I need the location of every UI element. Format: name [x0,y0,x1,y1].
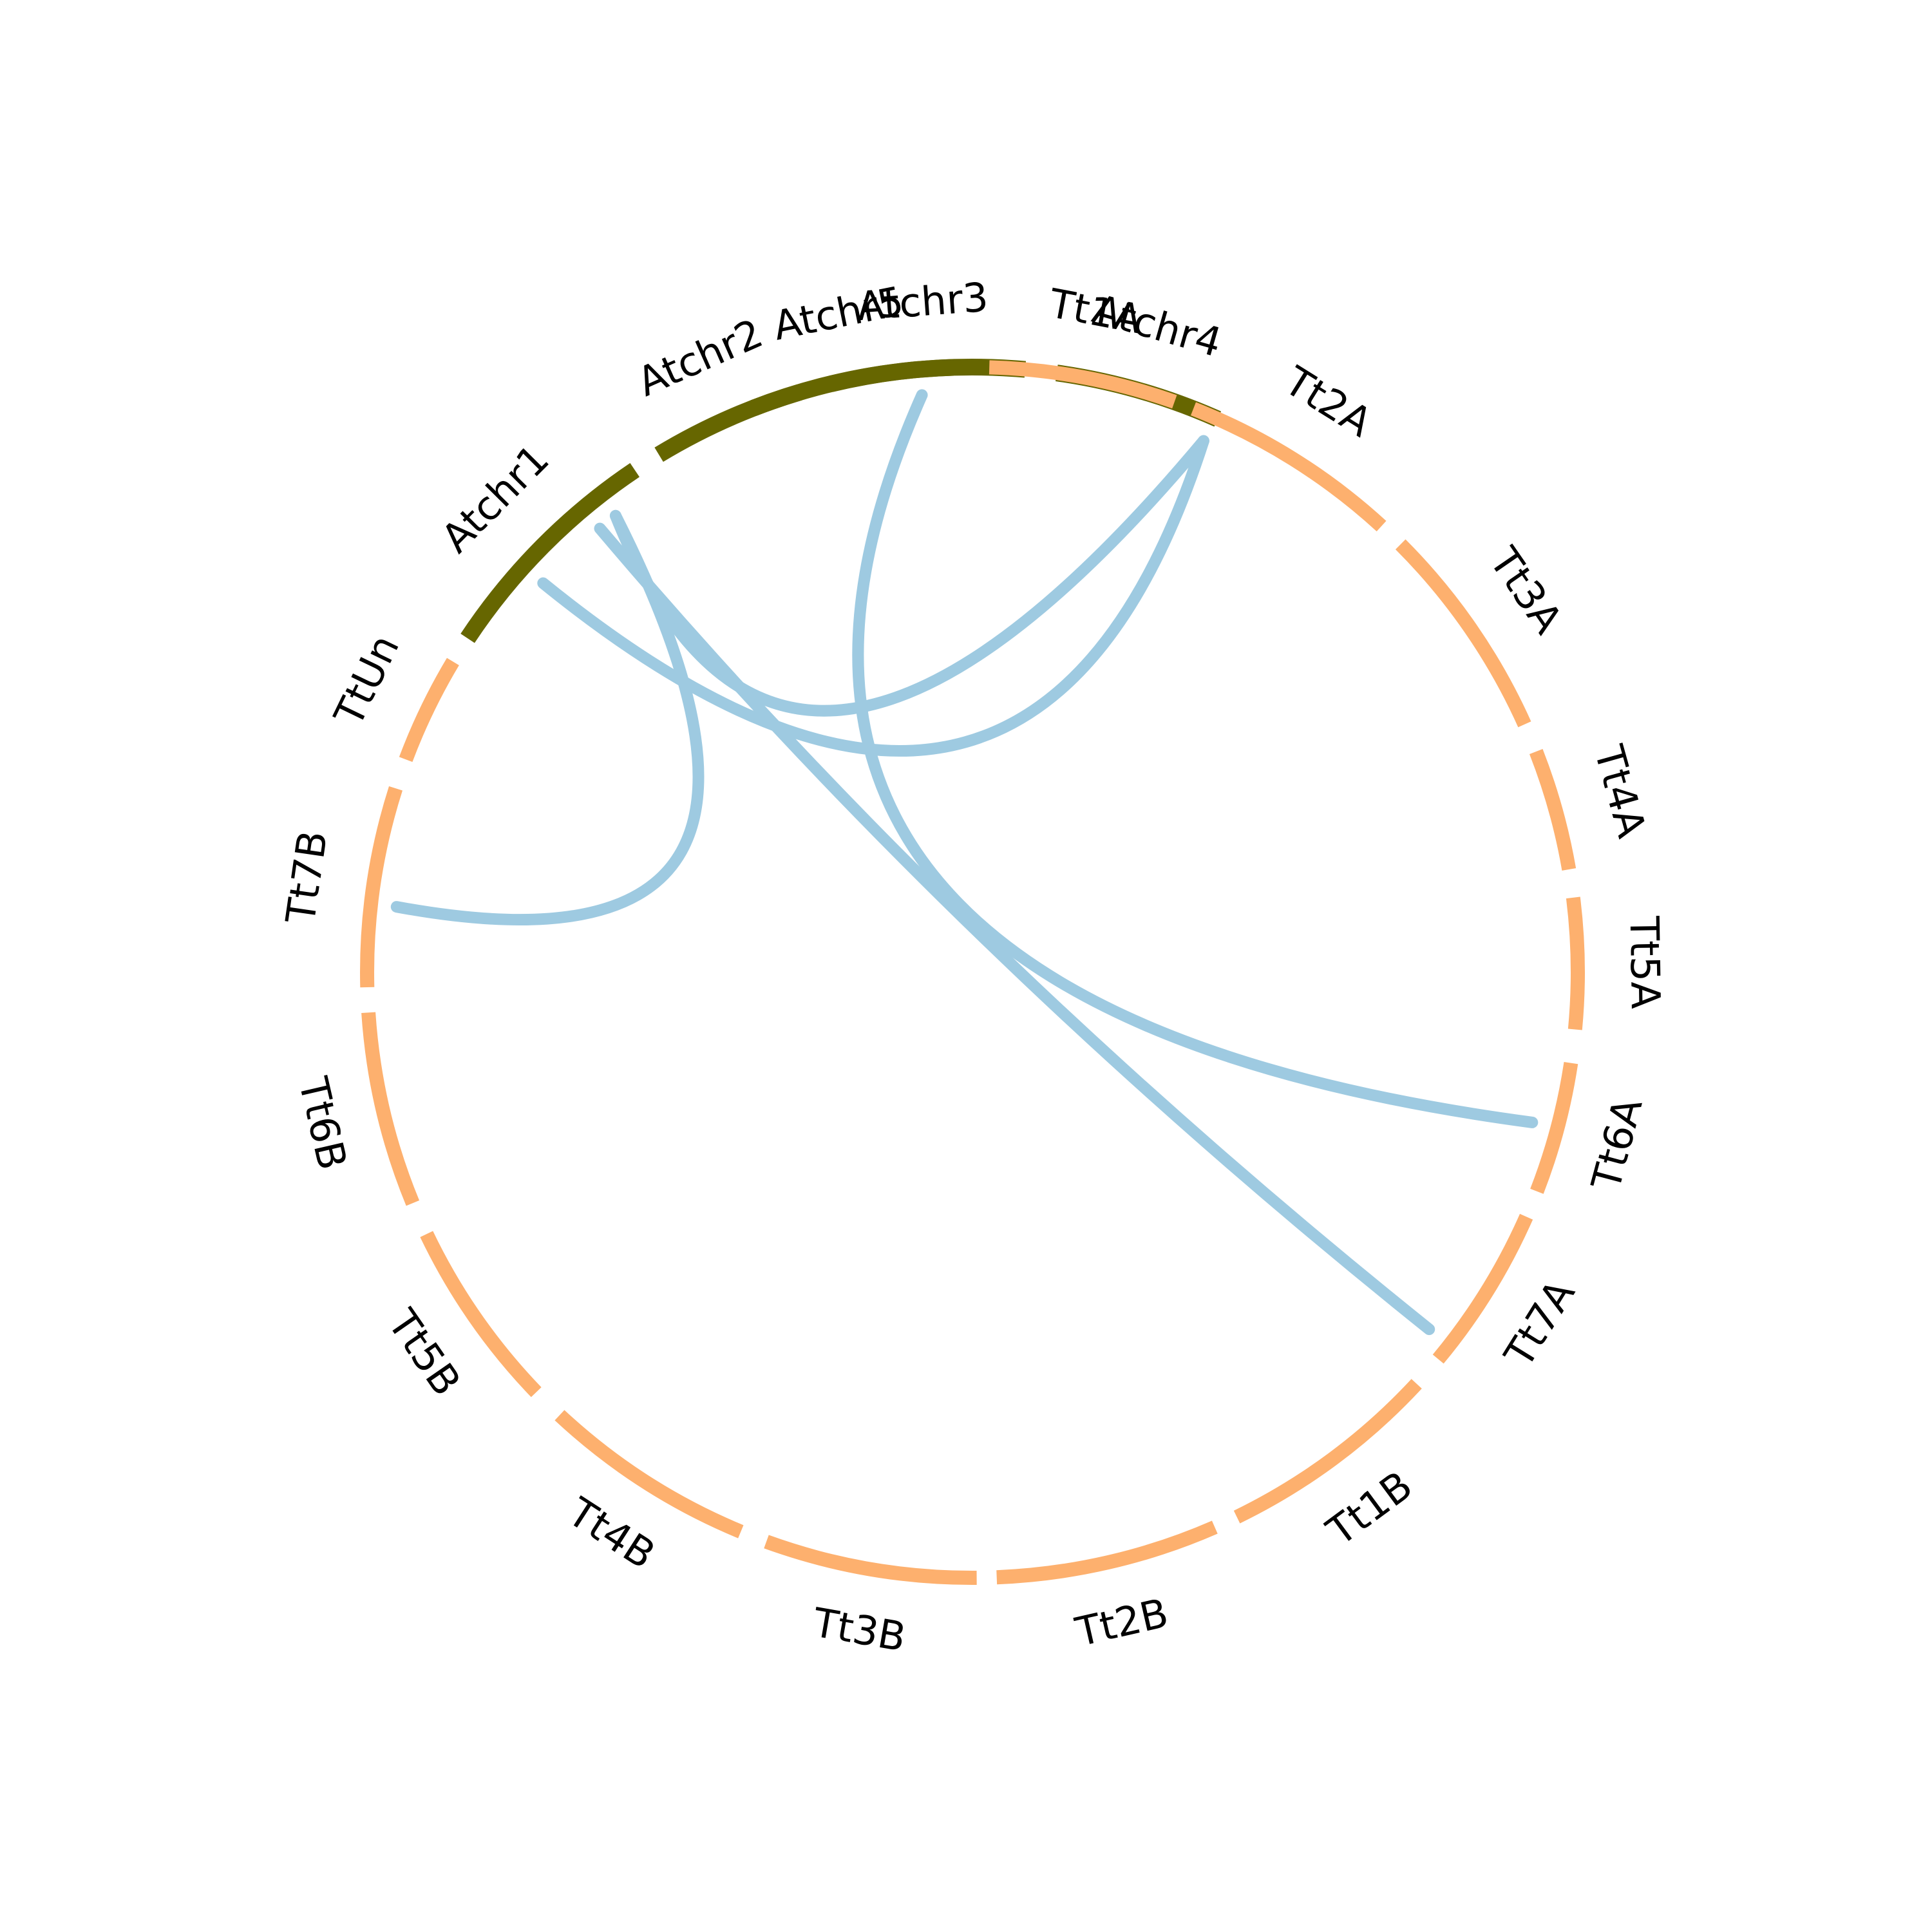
label-tt1b: Tt1B [1318,1462,1421,1555]
label-tt3b: Tt3B [809,1598,909,1661]
segment-tt7b [360,786,402,988]
label-tt3a: Tt3A [1480,538,1571,642]
label-tt5b: Tt5B [379,1300,471,1404]
label-tt2b: Tt2B [1071,1589,1173,1656]
segment-tt1a [989,360,1177,409]
label-tt6a: Tt6A [1582,1093,1652,1195]
label-tt1a: Tt1A [1045,279,1146,343]
segment-tt6b [361,1012,420,1206]
segment-tt4b [554,1410,744,1539]
segment-tt2b [996,1520,1218,1585]
segment-tt5b [420,1231,542,1397]
chromosome-ring [360,359,1585,1586]
synteny-links [390,389,1539,1336]
segment-tt6a [1530,1061,1578,1194]
segment-ttun [399,658,459,762]
label-tt4a: Tt4A [1585,740,1655,842]
label-atchr2: Atchr2 [630,309,770,405]
label-atchr5: Atchr5 [770,277,907,349]
segment-tt2a [1190,402,1387,532]
segment-tt1b [1233,1379,1422,1524]
synteny-link [390,509,705,925]
synteny-link [852,389,1539,1128]
label-atchr3: Atchr3 [855,274,990,330]
segment-tt4a [1529,748,1577,871]
synteny-link [609,435,1209,717]
segment-atchr5 [750,359,954,416]
label-tt2a: Tt2A [1276,357,1380,446]
label-tt7b: Tt7B [277,828,337,927]
label-tt7a: Tt7A [1495,1272,1584,1376]
segment-tt3b [764,1535,977,1586]
segment-tt3a [1395,539,1531,728]
synteny-link [594,522,1435,1336]
label-tt6b: Tt6B [289,1072,356,1174]
label-tt4b: Tt4B [560,1488,664,1578]
segment-tt7a [1432,1213,1533,1364]
segment-tt5a [1566,896,1585,1030]
label-ttun: TtUn [325,627,408,734]
segment-atchr1 [460,463,639,643]
label-tt5a: Tt5A [1621,915,1669,1009]
